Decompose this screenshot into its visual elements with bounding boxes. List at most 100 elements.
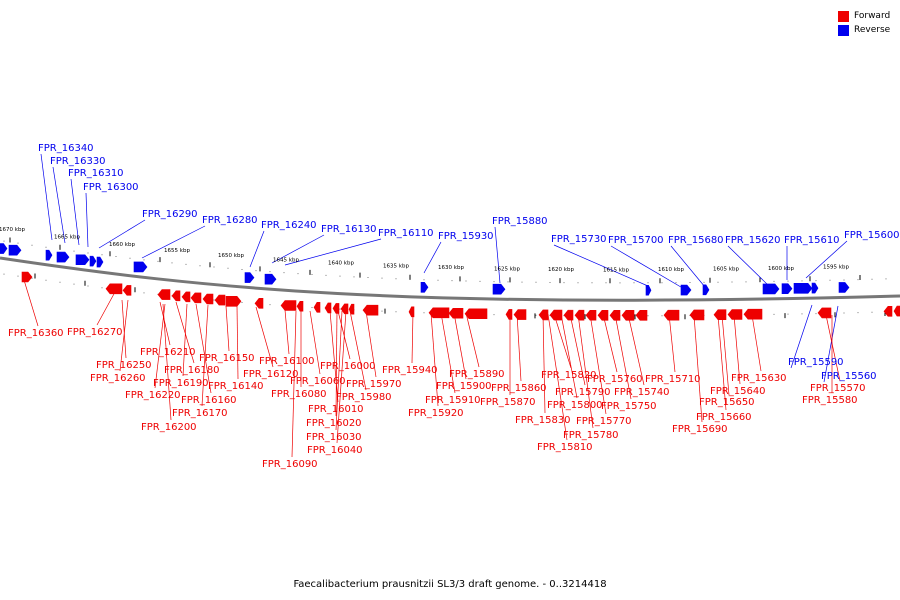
reverse-gene-arrow — [96, 256, 104, 268]
forward-gene-label: FPR_16180 — [164, 365, 220, 376]
scale-label: 1645 kbp — [273, 257, 299, 263]
reverse-gene-label: FPR_15590 — [788, 357, 844, 368]
forward-leader-line — [335, 310, 338, 417]
reverse-gene-arrow — [133, 261, 148, 273]
forward-leader-line — [465, 312, 480, 368]
reverse-gene-arrow — [0, 243, 8, 254]
forward-gene-label: FPR_16220 — [125, 390, 181, 401]
reverse-leader-line — [40, 153, 53, 241]
forward-gene-label: FPR_16190 — [153, 378, 209, 389]
reverse-gene-arrow — [89, 255, 97, 267]
forward-gene-label: FPR_15760 — [587, 374, 643, 385]
forward-leader-line — [365, 310, 377, 378]
forward-gene-arrow — [362, 304, 379, 316]
scale-label: 1640 kbp — [328, 261, 354, 267]
forward-gene-arrow — [122, 285, 132, 296]
reverse-gene-arrow — [811, 282, 819, 294]
forward-gene-arrow — [313, 302, 321, 313]
forward-gene-label: FPR_16020 — [306, 418, 362, 429]
forward-leader-line — [337, 310, 351, 360]
forward-gene-label: FPR_16000 — [320, 361, 376, 372]
forward-gene-label: FPR_16150 — [199, 353, 255, 364]
forward-gene-arrow — [280, 300, 297, 311]
forward-gene-arrow — [893, 305, 900, 317]
forward-gene-arrow — [563, 309, 574, 321]
forward-gene-arrow — [585, 309, 597, 321]
forward-leader-line — [175, 301, 195, 364]
forward-leader-line — [96, 291, 116, 326]
forward-gene-arrow — [332, 303, 340, 314]
forward-gene-label: FPR_16060 — [290, 376, 346, 387]
forward-leader-line — [602, 313, 618, 373]
reverse-gene-arrow — [492, 283, 506, 295]
forward-leader-line — [291, 310, 297, 458]
forward-leader-line — [255, 306, 274, 368]
scale-label: 1630 kbp — [438, 265, 464, 271]
scale-label: 1665 kbp — [54, 235, 80, 241]
forward-leader-line — [159, 301, 171, 346]
reverse-leader-line — [494, 226, 501, 284]
forward-leader-line — [560, 313, 578, 399]
reverse-gene-label: FPR_15880 — [492, 216, 548, 227]
forward-leader-line — [721, 314, 730, 396]
reverse-gene-arrow — [56, 251, 70, 263]
forward-leader-line — [309, 310, 321, 375]
reverse-gene-arrow — [645, 284, 652, 296]
forward-gene-label: FPR_15800 — [547, 400, 603, 411]
forward-gene-label: FPR_15900 — [436, 381, 492, 392]
forward-gene-label: FPR_16170 — [172, 408, 228, 419]
reverse-leader-line — [141, 225, 206, 259]
scale-ticks — [3, 237, 887, 320]
scale-label: 1650 kbp — [218, 253, 244, 259]
forward-gene-label: FPR_15710 — [645, 374, 701, 385]
forward-gene-label: FPR_16090 — [262, 459, 318, 470]
forward-gene-arrow — [324, 302, 332, 314]
reverse-leader-line — [98, 219, 146, 249]
forward-leader-line — [201, 304, 209, 407]
forward-leader-line — [23, 279, 39, 327]
forward-leader-line — [154, 303, 166, 389]
forward-leader-line — [825, 314, 841, 382]
forward-gene-label: FPR_16140 — [208, 381, 264, 392]
reverse-leader-line — [727, 245, 771, 288]
forward-leader-line — [119, 299, 129, 372]
forward-gene-label: FPR_15870 — [480, 397, 536, 408]
reverse-gene-arrow — [45, 249, 53, 261]
forward-gene-arrow — [225, 295, 242, 307]
reverse-swatch — [838, 24, 849, 36]
scale-label: 1670 kbp — [0, 227, 25, 233]
forward-gene-arrow — [171, 290, 181, 302]
forward-leader-line — [733, 314, 741, 385]
forward-gene-label: FPR_16360 — [8, 328, 64, 339]
reverse-gene-label: FPR_15560 — [821, 371, 877, 382]
reverse-leader-line — [805, 240, 848, 279]
forward-leader-line — [336, 310, 347, 444]
forward-gene-arrow — [181, 291, 191, 303]
reverse-leader-line — [85, 192, 89, 248]
scale-label: 1615 kbp — [603, 267, 629, 273]
forward-gene-arrow — [817, 307, 832, 319]
reverse-gene-label: FPR_16310 — [68, 168, 124, 179]
forward-gene-label: FPR_15920 — [408, 408, 464, 419]
forward-gene-label: FPR_15740 — [614, 387, 670, 398]
reverse-leader-line — [52, 166, 66, 244]
reverse-gene-arrow — [781, 283, 793, 294]
forward-gene-label: FPR_16250 — [96, 360, 152, 371]
forward-gene-label: FPR_16040 — [307, 445, 363, 456]
forward-gene-label: FPR_15830 — [515, 415, 571, 426]
forward-leader-line — [693, 314, 703, 423]
reverse-leader-line — [823, 305, 839, 383]
forward-gene-label: FPR_15690 — [672, 424, 728, 435]
forward-gene-label: FPR_15750 — [601, 401, 657, 412]
forward-leader-line — [751, 314, 762, 372]
forward-gene-arrow — [190, 292, 202, 304]
scale-label: 1635 kbp — [383, 263, 409, 269]
reverse-gene-label: FPR_15700 — [608, 235, 664, 246]
forward-gene-arrow — [635, 309, 648, 321]
forward-leader-line — [182, 303, 188, 377]
forward-leader-line — [225, 305, 230, 352]
forward-gene-arrow — [448, 307, 464, 319]
forward-leader-line — [411, 311, 414, 364]
forward-leader-line — [121, 299, 127, 359]
forward-leader-line — [577, 313, 594, 429]
